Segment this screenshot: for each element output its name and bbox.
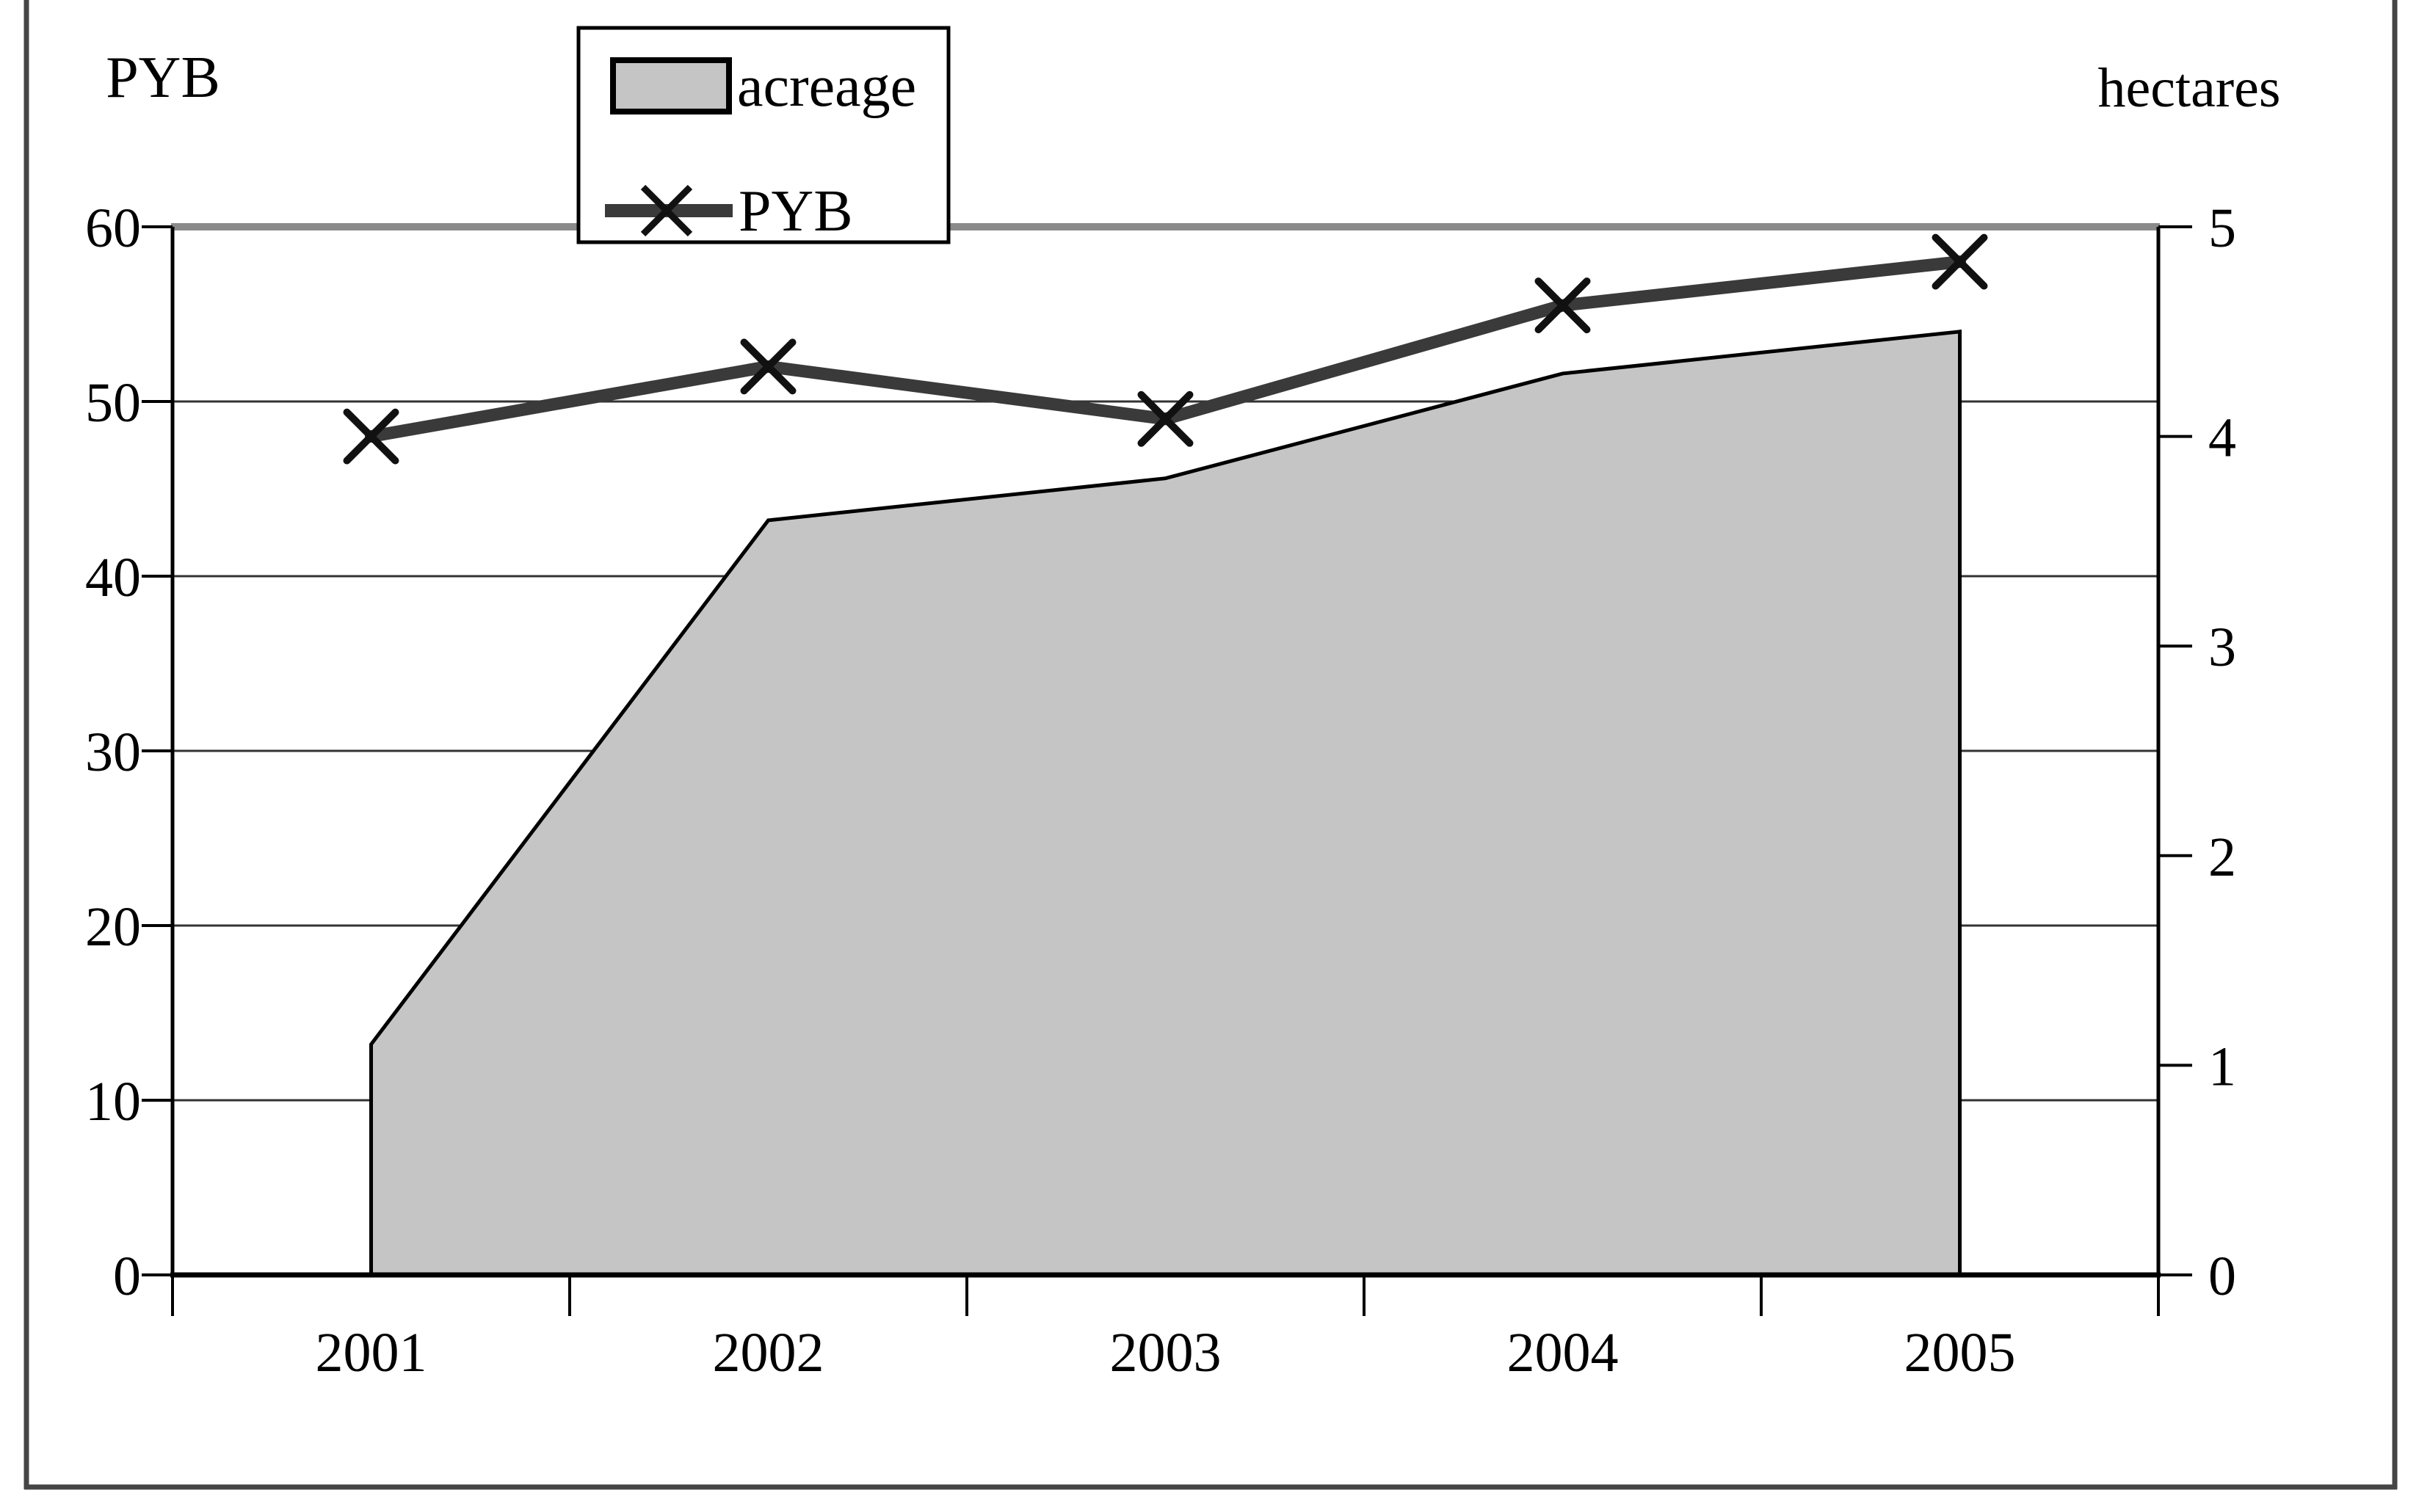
acreage-area-polygon [369, 330, 1962, 1277]
right-axis-tick-label: 1 [2208, 1036, 2236, 1097]
left-axis-tick-label: 30 [85, 722, 141, 783]
x-marker [343, 408, 399, 465]
pyb-line-series [343, 233, 1988, 465]
left-axis-title: PYB [106, 46, 220, 110]
legend: acreage PYB [576, 26, 951, 244]
legend-pyb-label: PYB [739, 179, 853, 244]
acreage-area-series [369, 330, 1962, 1277]
x-marker [1534, 277, 1591, 334]
legend-acreage-label: acreage [737, 54, 916, 119]
right-axis-title: hectares [2098, 57, 2281, 119]
legend-acreage-swatch-icon [610, 57, 732, 115]
right-axis-tick-label: 0 [2208, 1246, 2236, 1307]
right-axis-tick-label: 3 [2208, 617, 2236, 678]
right-axis-tick-label: 5 [2208, 197, 2236, 259]
x-marker [1932, 233, 1988, 290]
x-category-label: 2004 [1507, 1322, 1619, 1384]
left-axis-tick-label: 60 [85, 197, 141, 259]
tick-labels-layer: 0 10 20 30 40 50 60 0 1 2 3 4 5 2001 2002 2003 2004 2005 [85, 197, 2236, 1384]
x-category-label: 2002 [713, 1322, 824, 1384]
left-axis-tick-label: 50 [85, 372, 141, 434]
outer-border [23, 0, 2398, 1490]
x-marker [1137, 390, 1194, 447]
right-axis-tick-label: 2 [2208, 826, 2236, 888]
legend-x-marker-icon [640, 184, 693, 237]
left-axis-tick-label: 10 [85, 1071, 141, 1133]
x-category-label: 2003 [1110, 1322, 1222, 1384]
x-category-label: 2005 [1904, 1322, 2016, 1384]
right-axis-tick-label: 4 [2208, 407, 2236, 469]
x-marker [740, 338, 797, 395]
left-axis-tick-label: 40 [85, 547, 141, 608]
x-category-label: 2001 [316, 1322, 427, 1384]
left-axis-tick-label: 0 [113, 1246, 141, 1307]
left-axis-tick-label: 20 [85, 896, 141, 958]
tick-marks-layer [142, 225, 2192, 1316]
